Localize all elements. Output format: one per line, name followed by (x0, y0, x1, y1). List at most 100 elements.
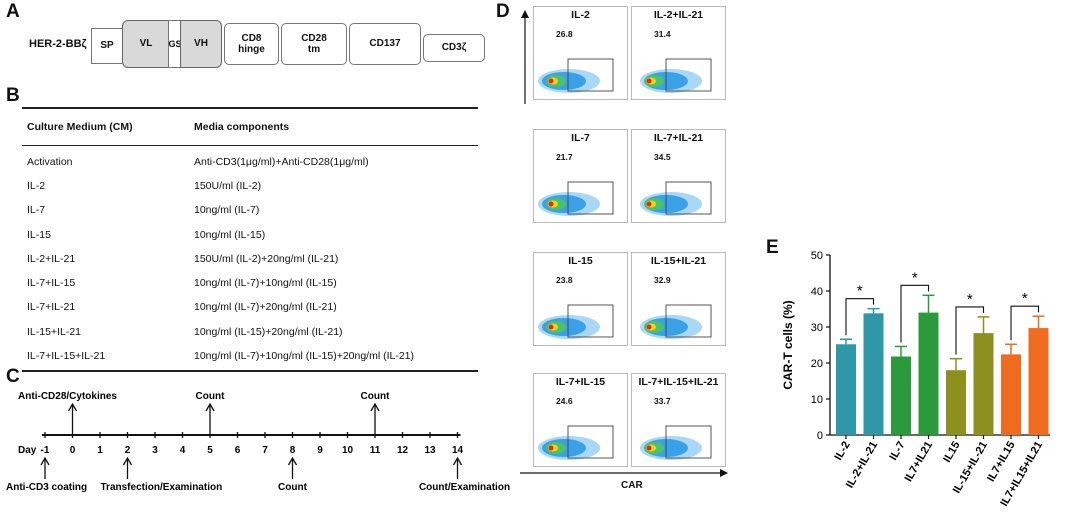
timeline-event-label: Anti-CD28/Cytokines (18, 391, 117, 402)
flow-gate (567, 58, 614, 92)
flow-density-svg (640, 425, 712, 460)
table-cell-components: 150U/ml (IL-2) (194, 179, 262, 192)
flow-plot-title: IL-2+IL-21 (653, 9, 704, 21)
segment-cd28-tm: CD28 tm (281, 23, 347, 65)
timeline-day-number: 2 (125, 445, 131, 456)
timeline-day-number: 13 (424, 445, 436, 456)
segment-vh: VH (180, 20, 222, 68)
timeline-day-number: 12 (397, 445, 409, 456)
y-tick-label: 20 (811, 358, 823, 370)
table-cell-components: 10ng/ml (IL-15)+20ng/ml (IL-21) (194, 325, 343, 338)
flow-plot-title: IL-7+IL-15+IL-21 (638, 376, 719, 388)
significance-bracket (845, 298, 875, 336)
flow-density-svg (538, 425, 614, 460)
flow-plot-title: IL-15 (568, 255, 593, 267)
timeline-day-number: 0 (70, 445, 76, 456)
timeline-event-arrowhead (122, 456, 133, 466)
table-cell-medium: IL-7+IL-15+IL-21 (27, 350, 106, 363)
segment-cd3z: CD3ζ (423, 34, 485, 62)
table-row: IL-15 10ng/ml (IL-15) (22, 222, 478, 246)
timeline-event-label: Count (278, 482, 308, 493)
flow-plot-percent: 24.6 (556, 396, 573, 406)
flow-plot-percent: 31.4 (654, 29, 671, 39)
flow-gate (567, 181, 614, 215)
bar (946, 370, 966, 435)
segment-sp: SP (91, 28, 123, 64)
y-tick-label: 40 (811, 286, 823, 298)
timeline-event-label: Count (196, 391, 226, 402)
table-cell-components: 10ng/ml (IL-7) (194, 204, 260, 217)
panel-e-label: E (766, 237, 779, 258)
bar (973, 333, 994, 435)
flow-plot: IL-15+IL-21 32.9 (631, 252, 726, 346)
flow-plot-percent: 34.5 (654, 152, 671, 162)
table-row: IL-7+IL-15+IL-21 10ng/ml (IL-7)+10ng/ml (… (22, 344, 478, 368)
table-header-components: Media components (194, 120, 290, 133)
timeline-event-arrowhead (452, 456, 463, 466)
flow-plot: IL-2 26.8 (533, 6, 628, 100)
table-cell-medium: IL-7 (27, 204, 46, 217)
flow-density-max (548, 201, 554, 207)
timeline-event-arrowhead (287, 456, 298, 466)
construct-name: HER-2-BBζ (29, 38, 87, 50)
table-header-rule (22, 144, 478, 146)
flow-plot-title: IL-7+IL-15 (555, 376, 606, 388)
flow-density-svg (640, 58, 712, 93)
flow-gate (665, 181, 712, 215)
flow-density-max (646, 324, 652, 330)
flow-plot-percent: 33.7 (654, 396, 671, 406)
flow-gate (665, 304, 712, 338)
timeline-day-number: 10 (342, 445, 354, 456)
panel-d-label: D (496, 1, 510, 22)
flow-density-max (646, 201, 652, 207)
timeline-event-label: Count/Examination (419, 482, 510, 493)
flow-plot-percent: 21.7 (556, 152, 573, 162)
table-cell-medium: IL-7+IL-15 (27, 277, 76, 290)
table-row: IL-7+IL-15 10ng/ml (IL-7)+10ng/ml (IL-15) (22, 271, 478, 295)
y-tick-label: 50 (811, 250, 823, 262)
flow-plot-percent: 23.8 (556, 275, 573, 285)
flow-y-axis-arrow (521, 10, 529, 104)
timeline-event-arrowhead (40, 456, 50, 466)
flow-density-max (646, 445, 652, 451)
timeline-day-label: Day (18, 445, 37, 456)
flow-plot-title: IL-15+IL-21 (650, 255, 707, 267)
flow-plot: IL-7+IL-15 24.6 (533, 373, 628, 467)
panel-a-label: A (6, 1, 20, 22)
table-cell-medium: IL-15+IL-21 (27, 325, 81, 338)
table-bottom-rule (22, 370, 478, 372)
table-row: IL-15+IL-21 10ng/ml (IL-15)+20ng/ml (IL-2… (22, 320, 478, 344)
table-cell-components: 10ng/ml (IL-7)+10ng/ml (IL-15) (194, 277, 337, 290)
table-header-row: Culture Medium (CM) Media components (22, 109, 478, 145)
timeline-day-number: 5 (207, 445, 213, 456)
flow-density-svg (538, 304, 614, 339)
table-row: IL-7 10ng/ml (IL-7) (22, 198, 478, 222)
timeline-day-number: 6 (235, 445, 241, 456)
timeline-day-number: 14 (452, 445, 464, 456)
table-cell-components: Anti-CD3(1μg/ml)+Anti-CD28(1μg/ml) (194, 155, 369, 168)
bar (891, 356, 911, 435)
y-axis-label: CAR-T cells (%) (781, 300, 795, 389)
table-row: IL-2 150U/ml (IL-2) (22, 174, 478, 198)
table-row: Activation Anti-CD3(1μg/ml)+Anti-CD28(1μg… (22, 150, 478, 174)
panel-b-label: B (6, 85, 20, 106)
y-tick-label: 0 (817, 430, 823, 442)
y-tick-label: 10 (811, 394, 823, 406)
flow-plot-title: IL-2 (571, 9, 590, 21)
flow-density-svg (640, 181, 712, 216)
timeline-day-number: -1 (41, 445, 50, 456)
significance-bracket (955, 306, 985, 355)
flow-plot-percent: 32.9 (654, 275, 671, 285)
car-axis-arrow (520, 469, 728, 477)
panel-c-label: C (6, 366, 20, 387)
flow-plot: IL-15 23.8 (533, 252, 628, 346)
significance-star: * (1022, 290, 1028, 307)
car-axis-label: CAR (621, 480, 643, 491)
x-tick-label: IL-7 (887, 440, 907, 463)
timeline-day-number: 4 (180, 445, 186, 456)
table-cell-medium: IL-15 (27, 228, 51, 241)
x-tick-label: IL-2 (832, 440, 852, 463)
flow-plot-title: IL-7 (571, 132, 590, 144)
timeline-day-number: 1 (97, 445, 103, 456)
